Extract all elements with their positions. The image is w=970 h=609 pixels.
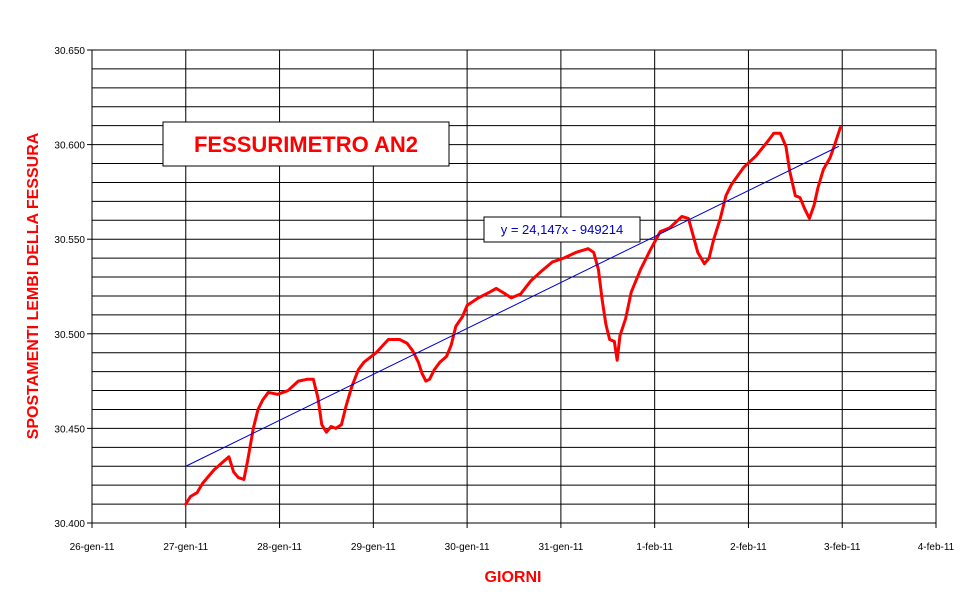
y-tick-label: 30.500 xyxy=(54,330,85,341)
x-tick-label: 26-gen-11 xyxy=(70,542,115,553)
y-tick-label: 30.650 xyxy=(54,46,85,57)
x-tick-label: 27-gen-11 xyxy=(163,542,208,553)
x-tick-label: 28-gen-11 xyxy=(257,542,302,553)
data-line xyxy=(184,126,842,506)
x-tick-label: 31-gen-11 xyxy=(538,542,583,553)
plot xyxy=(184,126,842,506)
y-tick-label: 30.600 xyxy=(54,141,85,152)
x-tick-label: 4-feb-11 xyxy=(918,542,955,553)
x-tick-label: 30-gen-11 xyxy=(445,542,490,553)
y-axis-label: SPOSTAMENTI LEMBI DELLA FESSURA xyxy=(25,132,42,439)
plot-area xyxy=(92,50,936,523)
x-tick-label: 29-gen-11 xyxy=(351,542,396,553)
plot-border xyxy=(91,49,937,524)
y-tick-label: 30.450 xyxy=(54,424,85,435)
trend-equation: y = 24,147x - 949214 xyxy=(501,222,624,237)
chart-title: FESSURIMETRO AN2 xyxy=(194,132,418,157)
y-tick-label: 30.550 xyxy=(54,235,85,246)
title-box xyxy=(162,121,450,167)
x-tick-label: 2-feb-11 xyxy=(730,542,767,553)
annotation-box xyxy=(483,216,641,243)
x-tick-label: 1-feb-11 xyxy=(636,542,673,553)
x-tick-label: 3-feb-11 xyxy=(824,542,861,553)
x-axis-label: GIORNI xyxy=(485,569,542,586)
y-tick-label: 30.400 xyxy=(54,519,85,530)
trend-line xyxy=(185,145,839,467)
